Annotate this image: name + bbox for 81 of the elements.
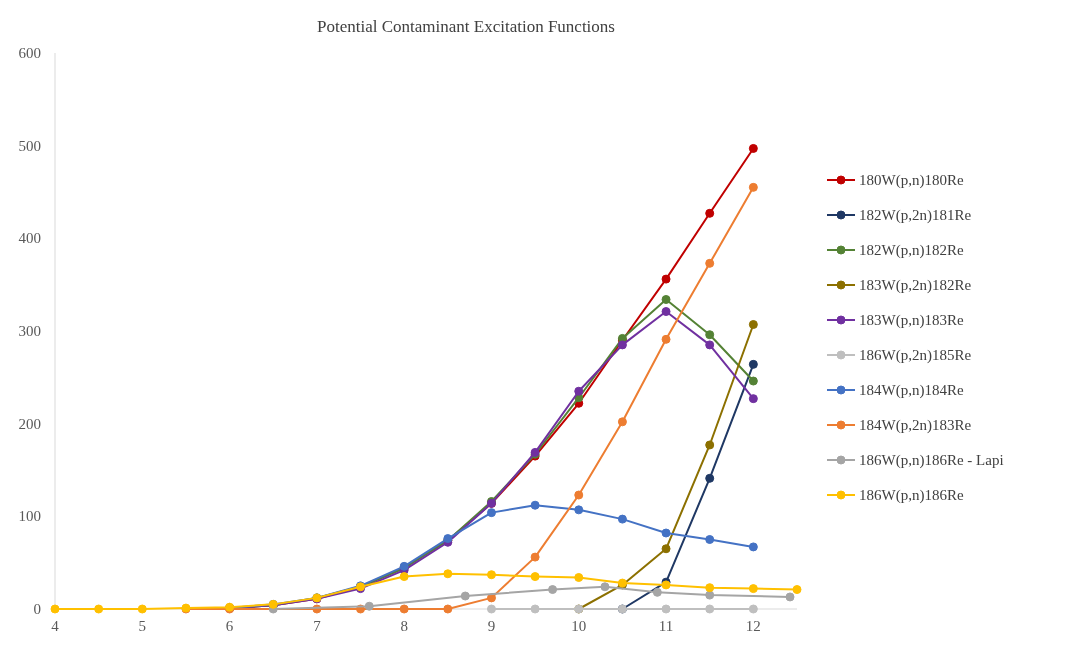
y-tick-label: 400 xyxy=(18,230,41,247)
point xyxy=(94,604,104,614)
point xyxy=(785,592,795,602)
point xyxy=(652,587,662,597)
point xyxy=(617,514,627,524)
point xyxy=(705,340,715,350)
point xyxy=(661,528,671,538)
legend-label: 182W(p,2n)181Re xyxy=(859,207,972,224)
point xyxy=(661,307,671,317)
point xyxy=(661,604,671,614)
point xyxy=(530,500,540,510)
point xyxy=(399,604,409,614)
x-tick-label: 5 xyxy=(138,618,147,634)
y-tick-label: 300 xyxy=(18,323,41,339)
legend-label: 186W(p,2n)185Re xyxy=(859,347,972,364)
x-tick-label: 8 xyxy=(400,618,408,634)
point xyxy=(705,604,715,614)
point xyxy=(443,604,453,614)
x-tick-label: 7 xyxy=(313,618,322,634)
point xyxy=(748,542,758,552)
y-tick-label: 600 xyxy=(18,45,41,61)
legend-label: 184W(p,2n)183Re xyxy=(859,417,972,434)
point xyxy=(661,274,671,284)
point xyxy=(705,208,715,218)
point xyxy=(399,572,409,582)
point xyxy=(486,570,496,580)
point xyxy=(748,394,758,404)
legend-label: 183W(p,n)183Re xyxy=(859,312,964,329)
point xyxy=(530,552,540,562)
point xyxy=(574,572,584,582)
point xyxy=(792,585,802,595)
x-tick-label: 6 xyxy=(225,618,234,634)
point xyxy=(50,604,60,614)
point xyxy=(460,591,470,601)
x-tick-label: 12 xyxy=(745,618,761,634)
point xyxy=(705,590,715,600)
x-tick-label: 10 xyxy=(571,618,587,634)
point xyxy=(748,320,758,330)
y-tick-label: 500 xyxy=(18,137,41,154)
point xyxy=(574,505,584,515)
point xyxy=(661,294,671,304)
point xyxy=(548,585,558,595)
x-tick-label: 4 xyxy=(51,618,60,634)
point xyxy=(443,569,453,579)
point xyxy=(748,359,758,369)
point xyxy=(705,583,715,593)
point xyxy=(705,473,715,483)
legend-label: 186W(p,n)186Re xyxy=(859,487,964,504)
point xyxy=(530,572,540,582)
point xyxy=(617,417,627,427)
point xyxy=(705,330,715,340)
y-tick-label: 0 xyxy=(33,601,41,617)
point xyxy=(705,535,715,544)
point xyxy=(617,340,627,350)
point xyxy=(661,544,671,554)
point xyxy=(486,604,496,614)
point xyxy=(600,582,610,592)
point xyxy=(530,604,540,614)
legend-label: 186W(p,n)186Re - Lapi xyxy=(859,452,1004,469)
y-tick-label: 100 xyxy=(18,508,41,525)
point xyxy=(748,376,758,386)
point xyxy=(574,386,584,396)
point xyxy=(137,604,147,614)
y-tick-label: 200 xyxy=(18,415,41,432)
point xyxy=(364,601,374,611)
point xyxy=(705,440,715,450)
point xyxy=(748,182,758,192)
point xyxy=(705,258,715,268)
x-tick-label: 9 xyxy=(487,618,496,634)
legend-label: 182W(p,n)182Re xyxy=(859,242,964,259)
chart-title: Potential Contaminant Excitation Functions xyxy=(317,17,615,36)
point xyxy=(748,604,758,614)
point xyxy=(748,584,758,594)
legend-label: 184W(p,n)184Re xyxy=(859,382,964,399)
point xyxy=(486,508,496,518)
point xyxy=(748,143,758,153)
point xyxy=(661,334,671,344)
point xyxy=(574,490,584,500)
legend-label: 180W(p,n)180Re xyxy=(859,172,964,189)
legend-label: 183W(p,2n)182Re xyxy=(859,277,972,294)
x-tick-label: 11 xyxy=(658,618,674,634)
